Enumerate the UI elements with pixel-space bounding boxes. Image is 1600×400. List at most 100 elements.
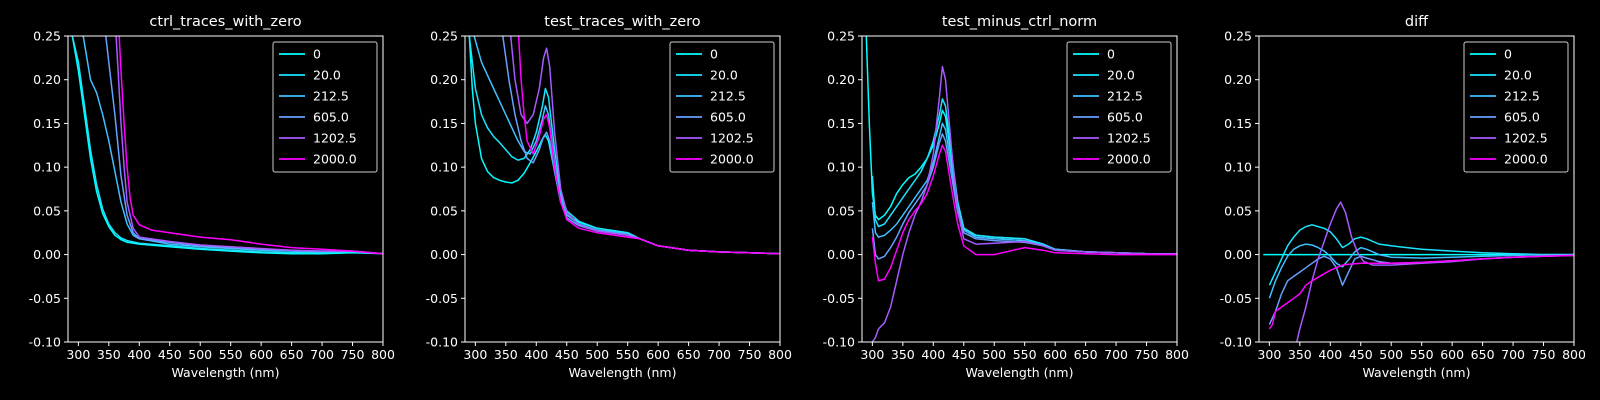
x-tick-label: 700 bbox=[707, 347, 731, 362]
legend-label: 2000.0 bbox=[710, 152, 754, 167]
y-tick-label: 0.05 bbox=[430, 203, 458, 218]
x-tick-label: 350 bbox=[97, 347, 121, 362]
y-tick-label: -0.05 bbox=[1220, 291, 1252, 306]
legend-label: 2000.0 bbox=[1504, 152, 1548, 167]
series-line-212.5 bbox=[1268, 243, 1574, 299]
x-tick-label: 650 bbox=[1471, 347, 1495, 362]
legend-label: 0 bbox=[1107, 47, 1115, 62]
x-tick-label: 750 bbox=[1135, 347, 1159, 362]
x-tick-label: 800 bbox=[1165, 347, 1189, 362]
x-axis-label: Wavelength (nm) bbox=[966, 365, 1074, 380]
legend: 0 20.0 212.5 605.0 1202.5 2000.0 bbox=[669, 41, 775, 173]
series-line-212.5 bbox=[82, 36, 383, 255]
legend-label: 20.0 bbox=[313, 68, 341, 83]
plot-frame bbox=[1258, 35, 1575, 343]
legend-label: 1202.5 bbox=[710, 131, 754, 146]
x-tick-label: 700 bbox=[1501, 347, 1525, 362]
series-line-605.0 bbox=[1268, 254, 1574, 325]
y-tick-label: -0.05 bbox=[426, 291, 458, 306]
y-tick-label: 0.05 bbox=[827, 203, 855, 218]
legend-label: 20.0 bbox=[1107, 68, 1135, 83]
y-tick-label: 0.15 bbox=[827, 116, 855, 131]
x-tick-label: 600 bbox=[1043, 347, 1067, 362]
series-line-1202.5 bbox=[871, 65, 1177, 342]
plot-frame bbox=[464, 35, 781, 343]
legend-label: 0 bbox=[313, 47, 321, 62]
y-tick-label: 0.10 bbox=[33, 160, 61, 175]
x-tick-label: 450 bbox=[158, 347, 182, 362]
x-tick-label: 700 bbox=[310, 347, 334, 362]
x-tick-label: 400 bbox=[524, 347, 548, 362]
x-axis-label: Wavelength (nm) bbox=[1363, 365, 1471, 380]
legend-label: 0 bbox=[710, 47, 718, 62]
x-tick-label: 800 bbox=[768, 347, 792, 362]
y-tick-label: -0.10 bbox=[823, 335, 855, 350]
y-tick-label: 0.20 bbox=[827, 72, 855, 87]
y-tick-label: 0.25 bbox=[827, 29, 855, 44]
x-tick-label: 400 bbox=[127, 347, 151, 362]
x-tick-label: 400 bbox=[1318, 347, 1342, 362]
x-tick-label: 500 bbox=[982, 347, 1006, 362]
chart-title: test_minus_ctrl_norm bbox=[942, 14, 1097, 30]
y-tick-label: 0.20 bbox=[1224, 72, 1252, 87]
legend-label: 2000.0 bbox=[1107, 152, 1151, 167]
legend-label: 1202.5 bbox=[1107, 131, 1151, 146]
x-tick-label: 800 bbox=[1562, 347, 1586, 362]
y-tick-label: 0.00 bbox=[827, 247, 855, 262]
x-tick-label: 650 bbox=[1074, 347, 1098, 362]
series-line-0 bbox=[71, 36, 383, 255]
x-tick-label: 300 bbox=[1257, 347, 1281, 362]
series-group bbox=[468, 36, 780, 255]
y-tick-label: 0.15 bbox=[1224, 116, 1252, 131]
x-tick-label: 550 bbox=[1410, 347, 1434, 362]
x-tick-label: 600 bbox=[1440, 347, 1464, 362]
y-tick-label: 0.00 bbox=[33, 247, 61, 262]
x-tick-label: 550 bbox=[1013, 347, 1037, 362]
y-tick-label: -0.10 bbox=[1220, 335, 1252, 350]
y-tick-label: 0.25 bbox=[1224, 29, 1252, 44]
legend-label: 605.0 bbox=[313, 110, 349, 125]
x-tick-label: 550 bbox=[616, 347, 640, 362]
legend-label: 212.5 bbox=[1107, 89, 1143, 104]
x-tick-label: 400 bbox=[921, 347, 945, 362]
series-line-2000.0 bbox=[118, 36, 383, 255]
legend-label: 1202.5 bbox=[313, 131, 357, 146]
plot-frame bbox=[861, 35, 1178, 343]
legend-label: 212.5 bbox=[710, 89, 746, 104]
legend-label: 605.0 bbox=[1504, 110, 1540, 125]
series-group bbox=[1263, 201, 1574, 342]
y-tick-label: 0.10 bbox=[430, 160, 458, 175]
series-line-2000.0 bbox=[1268, 254, 1574, 330]
y-tick-label: 0.00 bbox=[1224, 247, 1252, 262]
chart-title: diff bbox=[1405, 14, 1429, 30]
x-tick-label: 750 bbox=[738, 347, 762, 362]
series-line-2000.0 bbox=[871, 144, 1177, 282]
y-tick-label: 0.00 bbox=[430, 247, 458, 262]
x-tick-label: 350 bbox=[891, 347, 915, 362]
y-tick-label: -0.05 bbox=[823, 291, 855, 306]
legend-label: 20.0 bbox=[1504, 68, 1532, 83]
legend-label: 212.5 bbox=[313, 89, 349, 104]
x-tick-label: 600 bbox=[646, 347, 670, 362]
chart-title: test_traces_with_zero bbox=[544, 14, 701, 30]
y-tick-label: -0.10 bbox=[29, 335, 61, 350]
y-tick-label: 0.20 bbox=[430, 72, 458, 87]
x-tick-label: 650 bbox=[677, 347, 701, 362]
chart-panel-3: test_minus_ctrl_norm 300 350 400 450 500 550 60… bbox=[823, 14, 1189, 380]
x-tick-label: 300 bbox=[463, 347, 487, 362]
series-group bbox=[71, 36, 383, 255]
x-tick-label: 450 bbox=[952, 347, 976, 362]
x-tick-label: 450 bbox=[555, 347, 579, 362]
legend-label: 605.0 bbox=[710, 110, 746, 125]
legend-label: 605.0 bbox=[1107, 110, 1143, 125]
series-line-1202.5 bbox=[115, 36, 383, 255]
x-axis-label: Wavelength (nm) bbox=[172, 365, 280, 380]
x-tick-label: 700 bbox=[1104, 347, 1128, 362]
series-line-20.0 bbox=[71, 36, 383, 255]
legend: 0 20.0 212.5 605.0 1202.5 2000.0 bbox=[272, 41, 378, 173]
series-line-2000.0 bbox=[517, 36, 780, 255]
y-tick-label: 0.10 bbox=[1224, 160, 1252, 175]
x-tick-label: 500 bbox=[1379, 347, 1403, 362]
y-tick-label: 0.25 bbox=[430, 29, 458, 44]
x-tick-label: 500 bbox=[585, 347, 609, 362]
